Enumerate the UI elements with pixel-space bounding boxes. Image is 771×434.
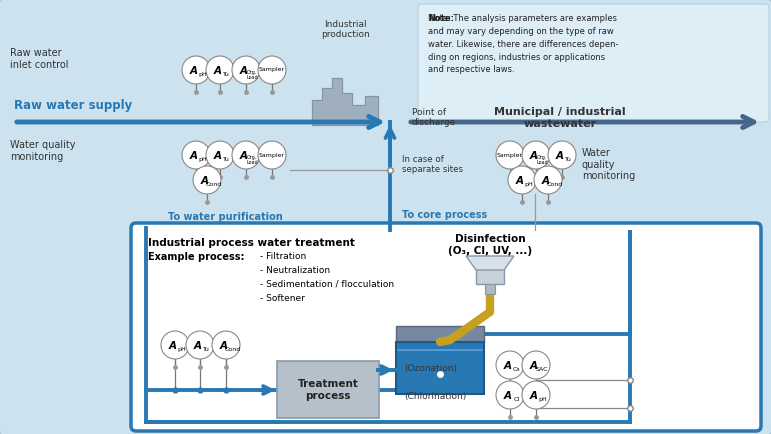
- Circle shape: [232, 56, 260, 84]
- Circle shape: [232, 141, 260, 169]
- Text: A: A: [219, 341, 227, 351]
- Text: A: A: [239, 66, 247, 76]
- Circle shape: [182, 56, 210, 84]
- FancyBboxPatch shape: [396, 326, 484, 342]
- Text: Org.
Load: Org. Load: [537, 155, 548, 165]
- Text: A: A: [200, 176, 208, 186]
- Text: Cl: Cl: [513, 398, 520, 402]
- Text: A: A: [503, 391, 511, 401]
- Circle shape: [161, 331, 189, 359]
- Text: To water purification: To water purification: [167, 212, 282, 222]
- Circle shape: [206, 141, 234, 169]
- Text: A: A: [529, 361, 537, 371]
- Polygon shape: [312, 78, 378, 125]
- Text: (Chlorination): (Chlorination): [404, 392, 466, 401]
- Circle shape: [258, 141, 286, 169]
- Text: A: A: [214, 151, 221, 161]
- Text: Water quality
monitoring: Water quality monitoring: [10, 140, 76, 161]
- Text: Water
quality
monitoring: Water quality monitoring: [582, 148, 635, 181]
- Text: Tu: Tu: [223, 158, 230, 162]
- Text: A: A: [529, 391, 537, 401]
- Circle shape: [212, 331, 240, 359]
- FancyBboxPatch shape: [396, 342, 484, 394]
- Text: O₃: O₃: [513, 368, 520, 372]
- Text: Point of
discharge: Point of discharge: [412, 108, 456, 128]
- Polygon shape: [485, 284, 495, 294]
- Circle shape: [182, 141, 210, 169]
- Text: Disinfection
(O₃, Cl, UV, ...): Disinfection (O₃, Cl, UV, ...): [448, 234, 532, 256]
- Text: In case of
separate sites: In case of separate sites: [402, 155, 463, 174]
- Text: A: A: [189, 151, 197, 161]
- Polygon shape: [466, 256, 514, 270]
- Text: Note: The analysis parameters are examples
and may vary depending on the type of: Note: The analysis parameters are exampl…: [428, 14, 618, 74]
- Text: A: A: [168, 341, 177, 351]
- FancyBboxPatch shape: [277, 361, 379, 418]
- Text: Sampler: Sampler: [259, 152, 285, 158]
- Circle shape: [534, 166, 562, 194]
- Circle shape: [496, 141, 524, 169]
- Text: A: A: [194, 341, 201, 351]
- Circle shape: [522, 351, 550, 379]
- Text: Org.
Load: Org. Load: [247, 155, 258, 165]
- Text: pH: pH: [198, 72, 207, 77]
- Text: To core process: To core process: [402, 210, 487, 220]
- Text: pH: pH: [538, 398, 547, 402]
- Text: A: A: [529, 151, 537, 161]
- Text: Sampler: Sampler: [497, 152, 523, 158]
- Text: Tu: Tu: [203, 347, 210, 352]
- Text: A: A: [239, 151, 247, 161]
- Circle shape: [522, 381, 550, 409]
- Text: (Ozonation): (Ozonation): [404, 365, 457, 374]
- Text: A: A: [541, 176, 549, 186]
- Text: Treatment
process: Treatment process: [298, 379, 359, 401]
- FancyBboxPatch shape: [131, 223, 761, 431]
- Text: Cond: Cond: [224, 347, 241, 352]
- Text: pH: pH: [524, 182, 533, 187]
- FancyBboxPatch shape: [418, 4, 769, 122]
- Text: A: A: [555, 151, 563, 161]
- Text: Cond: Cond: [205, 182, 221, 187]
- Text: A: A: [503, 361, 511, 371]
- Text: pH: pH: [177, 347, 186, 352]
- Circle shape: [186, 331, 214, 359]
- Text: Tu: Tu: [223, 72, 230, 77]
- Text: Municipal / industrial
wastewater: Municipal / industrial wastewater: [494, 107, 626, 128]
- Text: Example process:: Example process:: [148, 252, 244, 262]
- Text: Org.
Load: Org. Load: [247, 70, 258, 80]
- Text: A: A: [214, 66, 221, 76]
- Circle shape: [496, 381, 524, 409]
- Circle shape: [548, 141, 576, 169]
- Circle shape: [193, 166, 221, 194]
- Text: Note:: Note:: [428, 14, 454, 23]
- Text: Sampler: Sampler: [259, 68, 285, 72]
- Text: Industrial process water treatment: Industrial process water treatment: [148, 238, 355, 248]
- Circle shape: [508, 166, 536, 194]
- Text: pH: pH: [198, 158, 207, 162]
- Text: A: A: [189, 66, 197, 76]
- Text: - Filtration
- Neutralization
- Sedimentation / flocculation
- Softener: - Filtration - Neutralization - Sediment…: [260, 252, 394, 302]
- Circle shape: [206, 56, 234, 84]
- Text: Raw water
inlet control: Raw water inlet control: [10, 48, 69, 69]
- Text: Industrial
production: Industrial production: [321, 20, 369, 39]
- Circle shape: [496, 351, 524, 379]
- Text: Tu: Tu: [565, 158, 572, 162]
- Circle shape: [522, 141, 550, 169]
- Text: SAC: SAC: [536, 368, 548, 372]
- Text: Cond: Cond: [546, 182, 562, 187]
- FancyBboxPatch shape: [476, 256, 504, 284]
- Text: Raw water supply: Raw water supply: [14, 99, 133, 112]
- Text: A: A: [515, 176, 524, 186]
- Circle shape: [258, 56, 286, 84]
